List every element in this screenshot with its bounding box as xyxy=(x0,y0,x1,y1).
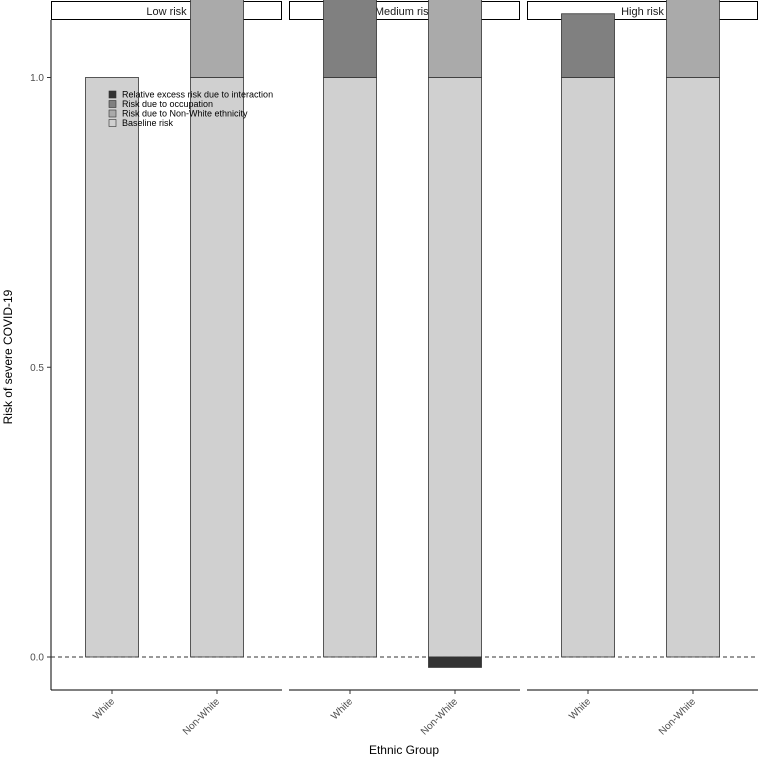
bar-high-risk-white-risk-due-to-occupation xyxy=(561,13,615,78)
bar-medium-risk-non-white-risk-due-to-non-white-ethnicity xyxy=(428,0,482,78)
x-tick-label: White xyxy=(567,696,593,722)
bar-low-risk-white-baseline-risk xyxy=(85,77,139,658)
bar-high-risk-white-baseline-risk xyxy=(561,77,615,658)
legend-label-relative-excess-risk-due-to-interaction: Relative excess risk due to interaction xyxy=(122,90,273,100)
bar-low-risk-non-white-baseline-risk xyxy=(190,77,244,658)
x-tick-label: Non-White xyxy=(419,696,460,737)
y-axis-title: Risk of severe COVID-19 xyxy=(1,289,15,424)
y-tick-label: 0.5 xyxy=(30,363,44,374)
bar-medium-risk-non-white-relative-excess-risk-due-to-interaction xyxy=(428,656,482,668)
legend-swatch-risk-due-to-non-white-ethnicity xyxy=(108,109,117,118)
panel-title-medium-risk: Medium risk xyxy=(375,6,435,18)
bar-high-risk-non-white-risk-due-to-non-white-ethnicity xyxy=(666,0,720,78)
x-tick-label: White xyxy=(329,696,355,722)
y-tick-label: 0.0 xyxy=(30,653,44,664)
panels-layer: Low risk Medium risk High risk xyxy=(51,1,758,20)
bar-high-risk-non-white-baseline-risk xyxy=(666,77,720,658)
legend-swatch-baseline-risk xyxy=(108,119,117,127)
legend-label-baseline-risk: Baseline risk xyxy=(122,118,174,128)
panel-title-high-risk: High risk xyxy=(621,6,664,18)
x-tick-label: Non-White xyxy=(181,696,222,737)
legend-label-risk-due-to-non-white-ethnicity: Risk due to Non-White ethnicity xyxy=(122,109,248,119)
panel-title-low-risk: Low risk xyxy=(146,6,187,18)
x-axis-title: Ethnic Group xyxy=(369,743,439,757)
bar-medium-risk-white-risk-due-to-occupation xyxy=(323,0,377,78)
bar-medium-risk-white-baseline-risk xyxy=(323,77,377,658)
y-tick-label: 1.0 xyxy=(30,73,44,84)
legend-layer: Relative excess risk due to interactionR… xyxy=(108,90,273,128)
bars-layer xyxy=(85,0,720,668)
x-tick-label: White xyxy=(91,696,117,722)
legend-swatch-risk-due-to-occupation xyxy=(108,100,117,108)
bar-low-risk-non-white-risk-due-to-non-white-ethnicity xyxy=(190,0,244,78)
legend-label-risk-due-to-occupation: Risk due to occupation xyxy=(122,99,213,109)
legend-swatch-relative-excess-risk-due-to-interaction xyxy=(108,90,117,99)
x-tick-label: Non-White xyxy=(657,696,698,737)
bar-medium-risk-non-white-baseline-risk xyxy=(428,77,482,658)
